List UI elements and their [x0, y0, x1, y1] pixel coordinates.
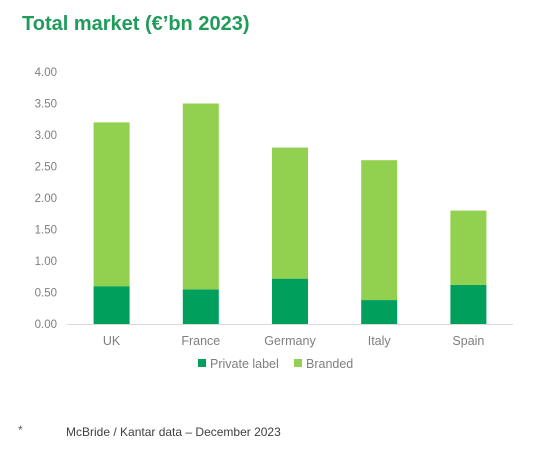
legend-label-private-label: Private label: [210, 357, 279, 371]
bar-france-private-label: [182, 289, 219, 324]
y-axis: 0.00 0.50 1.00 1.50 2.00 2.50 3.00 3.50 4.00: [35, 67, 57, 331]
x-axis: UK France Germany Italy Spain: [67, 324, 513, 348]
x-tick-label: UK: [103, 334, 121, 348]
x-tick-label: Spain: [452, 334, 484, 348]
y-tick-label: 3.00: [35, 130, 57, 142]
legend: Private label Branded: [198, 357, 353, 371]
bar-germany-branded: [272, 147, 308, 279]
footnote-text: McBride / Kantar data – December 2023: [66, 425, 281, 439]
chart-title: Total market (€’bn 2023): [22, 13, 250, 35]
y-tick-label: 0.50: [35, 288, 57, 300]
bar-uk-branded: [93, 122, 130, 287]
y-tick-label: 1.50: [35, 225, 57, 237]
legend-label-branded: Branded: [306, 357, 353, 371]
y-tick-label: 2.00: [35, 193, 57, 205]
bars: [93, 103, 487, 324]
bar-italy-private-label: [361, 300, 398, 324]
y-tick-label: 2.50: [35, 162, 57, 174]
x-tick-label: France: [181, 334, 220, 348]
bar-italy-branded: [361, 160, 398, 301]
bar-germany-private-label: [272, 278, 308, 324]
legend-swatch-private-label: [198, 359, 206, 367]
x-tick-label: Italy: [368, 334, 392, 348]
footnote-marker: *: [18, 423, 23, 437]
bar-spain-branded: [450, 210, 487, 285]
y-tick-label: 0.00: [35, 319, 57, 331]
bar-spain-private-label: [450, 284, 487, 324]
legend-swatch-branded: [294, 359, 302, 367]
bar-uk-private-label: [93, 286, 130, 324]
x-tick-label: Germany: [264, 334, 316, 348]
y-tick-label: 4.00: [35, 67, 57, 79]
y-tick-label: 3.50: [35, 99, 57, 111]
y-tick-label: 1.00: [35, 256, 57, 268]
bar-france-branded: [182, 103, 219, 290]
